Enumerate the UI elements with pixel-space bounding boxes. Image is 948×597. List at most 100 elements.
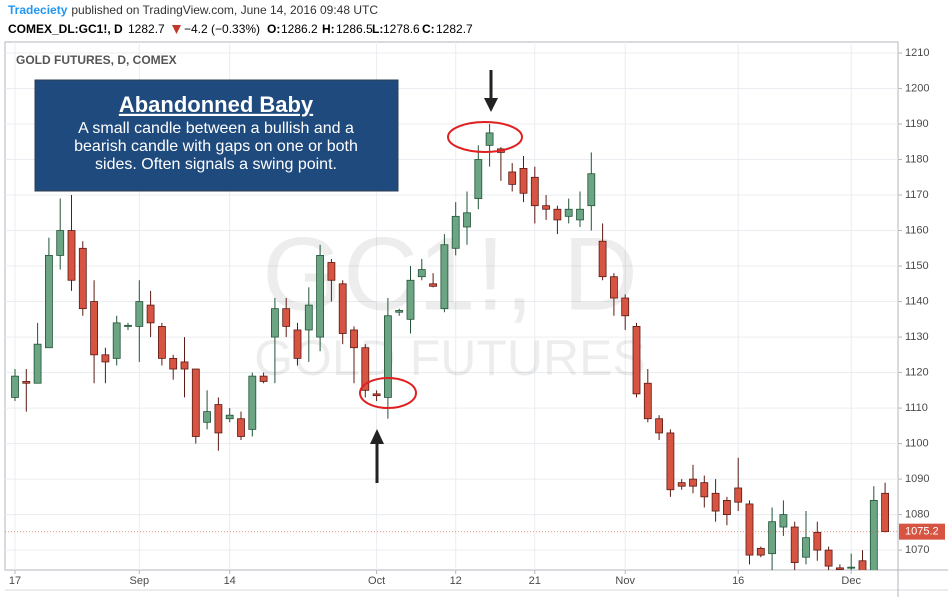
candle-body xyxy=(11,375,19,398)
candle-body xyxy=(576,208,584,221)
close-label: C: xyxy=(422,22,435,36)
candle-body xyxy=(270,308,279,338)
watermark-subtitle: GOLD FUTURES xyxy=(254,330,646,386)
candle-body xyxy=(836,567,844,570)
candle-body xyxy=(112,322,121,359)
candle-body xyxy=(316,255,325,338)
candle-body xyxy=(666,432,675,491)
low: 1278.6 xyxy=(383,22,420,36)
x-tick-label: 16 xyxy=(732,575,744,587)
last-price-label: 1075.2 xyxy=(905,526,939,538)
candle-body xyxy=(869,500,878,570)
arrow-head xyxy=(484,98,498,112)
y-tick-label: 1120 xyxy=(905,366,929,378)
candle-body xyxy=(451,215,460,249)
candle-body xyxy=(56,230,65,256)
x-tick-label: Nov xyxy=(615,575,635,587)
candle-body xyxy=(530,176,539,207)
y-tick-label: 1200 xyxy=(905,82,929,94)
y-tick-label: 1210 xyxy=(905,47,929,59)
candles xyxy=(11,124,889,570)
x-tick-label: Oct xyxy=(368,575,385,587)
candle-body xyxy=(304,304,313,331)
highlight-ellipse xyxy=(359,377,417,409)
x-tick-label: Dec xyxy=(841,575,861,587)
change: −4.2 (−0.33%) xyxy=(184,22,260,36)
open-label: O: xyxy=(267,22,280,36)
candle-body xyxy=(508,171,517,185)
candle-body xyxy=(632,326,641,395)
candle-body xyxy=(598,240,607,278)
candle-body xyxy=(813,531,822,551)
annotation-box xyxy=(34,79,399,192)
candle-body xyxy=(191,368,200,437)
y-tick-label: 1100 xyxy=(905,437,929,449)
annotation-line: sides. Often signals a swing point. xyxy=(95,156,337,173)
annotation-title: Abandonned Baby xyxy=(119,92,314,117)
candle-body xyxy=(519,168,528,194)
watermark: GC1!, D xyxy=(262,216,638,332)
y-tick-label: 1150 xyxy=(905,260,929,272)
candle-body xyxy=(768,521,776,555)
open: 1286.2 xyxy=(281,22,318,36)
candle-body xyxy=(429,283,438,287)
candle-body xyxy=(711,492,720,512)
candle-body xyxy=(802,537,810,558)
candle-body xyxy=(643,382,652,420)
candle-body xyxy=(417,269,426,278)
candle-body xyxy=(225,414,234,420)
y-tick-label: 1160 xyxy=(905,224,929,236)
candle-body xyxy=(90,301,98,356)
x-tick-label: Sep xyxy=(130,575,150,587)
candle-body xyxy=(858,560,867,570)
candle-body xyxy=(779,514,788,528)
candle-body xyxy=(756,547,765,556)
candle-body xyxy=(78,247,87,310)
candle-body xyxy=(180,361,189,370)
candle-body xyxy=(553,208,562,221)
x-tick-label: 12 xyxy=(450,575,462,587)
candle-body xyxy=(824,549,833,567)
candle-body xyxy=(248,375,257,430)
y-tick-label: 1080 xyxy=(905,509,929,521)
candle-body xyxy=(214,404,223,434)
last: 1282.7 xyxy=(128,22,165,36)
author[interactable]: Tradeciety xyxy=(8,3,68,17)
down-triangle xyxy=(172,25,181,34)
candle-body xyxy=(881,492,889,533)
candle-body xyxy=(22,381,31,384)
high-label: H: xyxy=(322,22,335,36)
candle-body xyxy=(847,566,856,569)
candle-body xyxy=(45,255,53,349)
y-tick-label: 1180 xyxy=(905,153,929,165)
y-tick-label: 1140 xyxy=(905,295,929,307)
candle-body xyxy=(689,478,697,487)
candle-body xyxy=(157,326,166,359)
close: 1282.7 xyxy=(436,22,473,36)
y-tick-label: 1190 xyxy=(905,118,929,130)
candle-body xyxy=(383,315,392,398)
candle-body xyxy=(293,329,302,359)
candle-body xyxy=(440,244,449,310)
annotation-line: A small candle between a bullish and a xyxy=(78,120,354,137)
x-tick-label: 21 xyxy=(529,575,541,587)
candle-body xyxy=(655,418,663,434)
candle-body xyxy=(790,526,799,563)
candle-body xyxy=(621,297,630,317)
candle-body xyxy=(169,357,178,370)
candle-body xyxy=(372,393,381,397)
candle-body xyxy=(350,329,358,349)
y-tick-label: 1090 xyxy=(905,473,929,485)
candle-body xyxy=(406,279,415,320)
highlight-ellipse xyxy=(447,121,523,153)
candle-body xyxy=(282,308,291,327)
candle-body xyxy=(700,482,709,498)
candle-body xyxy=(361,347,370,391)
y-tick-label: 1130 xyxy=(905,331,929,343)
candle-body xyxy=(734,487,743,503)
low-label: L: xyxy=(372,22,383,36)
candle-body xyxy=(146,304,155,324)
candle-body xyxy=(587,173,596,207)
y-tick-label: 1170 xyxy=(905,189,929,201)
published: published on TradingView.com, June 14, 2… xyxy=(71,3,378,17)
